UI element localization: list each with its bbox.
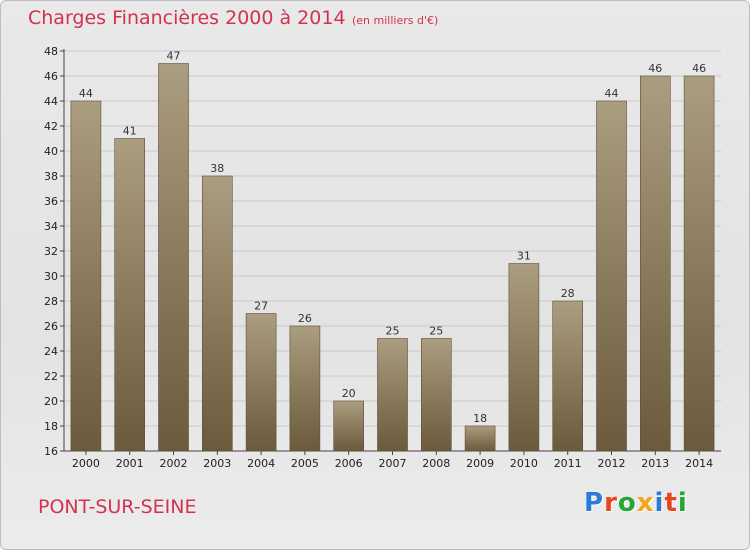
x-tick-label: 2003 — [203, 457, 231, 470]
y-tick-label: 16 — [44, 445, 58, 458]
value-label: 38 — [210, 162, 224, 175]
value-label: 25 — [429, 325, 443, 338]
value-label: 27 — [254, 300, 268, 313]
y-tick-label: 40 — [44, 145, 58, 158]
logo-letter: o — [617, 488, 637, 518]
y-tick-label: 42 — [44, 120, 58, 133]
y-tick-label: 44 — [44, 95, 58, 108]
logo-letter: P — [584, 488, 605, 518]
logo-letter: x — [636, 488, 655, 518]
logo-letter: i — [654, 488, 665, 518]
bar — [114, 138, 145, 452]
logo-letter: r — [604, 488, 618, 518]
y-tick-label: 26 — [44, 320, 58, 333]
value-label: 41 — [123, 125, 137, 138]
logo-letter: t — [664, 488, 678, 518]
chart-subtitle: (en milliers d'€) — [352, 14, 439, 27]
proxiti-logo[interactable]: Proxiti — [584, 488, 688, 518]
x-tick-label: 2011 — [554, 457, 582, 470]
value-label: 31 — [517, 250, 531, 263]
bar — [289, 325, 321, 452]
x-tick-label: 2013 — [641, 457, 669, 470]
value-label: 46 — [648, 62, 662, 75]
x-tick-label: 2000 — [72, 457, 100, 470]
bar — [596, 100, 627, 452]
x-tick-label: 2009 — [466, 457, 494, 470]
value-label: 28 — [561, 287, 575, 300]
y-tick-label: 24 — [44, 345, 58, 358]
value-label: 18 — [473, 412, 487, 425]
value-label: 44 — [79, 87, 93, 100]
bar — [420, 338, 452, 452]
y-tick-label: 38 — [44, 170, 58, 183]
bar — [464, 425, 496, 452]
value-label: 26 — [298, 312, 312, 325]
x-tick-label: 2006 — [335, 457, 363, 470]
value-label: 20 — [342, 387, 356, 400]
bar — [158, 63, 189, 452]
bar — [202, 175, 233, 452]
bar — [639, 75, 671, 452]
x-tick-label: 2007 — [379, 457, 407, 470]
y-tick-label: 34 — [44, 220, 58, 233]
x-tick-label: 2012 — [598, 457, 626, 470]
value-label: 46 — [692, 62, 706, 75]
bars — [70, 63, 715, 452]
value-label: 44 — [605, 87, 619, 100]
bar — [333, 400, 365, 452]
labels: 16 18 20 22 24 26 28 30 32 34 36 38 40 42 44 46 48 44 2000… — [44, 45, 713, 470]
bar — [245, 313, 277, 452]
y-tick-label: 48 — [44, 45, 58, 58]
x-tick-label: 2004 — [247, 457, 275, 470]
y-tick-label: 28 — [44, 295, 58, 308]
chart-title: Charges Financières 2000 à 2014 — [28, 7, 346, 29]
x-tick-label: 2014 — [685, 457, 713, 470]
y-tick-label: 18 — [44, 420, 58, 433]
y-tick-label: 32 — [44, 245, 58, 258]
bar — [377, 338, 408, 452]
y-tick-label: 36 — [44, 195, 58, 208]
logo-letter: i — [677, 488, 688, 518]
bar — [70, 100, 102, 452]
bar — [683, 75, 715, 452]
x-tick-label: 2008 — [422, 457, 450, 470]
y-tick-label: 20 — [44, 395, 58, 408]
commune-name: PONT-SUR-SEINE — [38, 496, 197, 518]
x-tick-label: 2001 — [116, 457, 144, 470]
x-tick-label: 2010 — [510, 457, 538, 470]
y-tick-label: 46 — [44, 70, 58, 83]
bar — [508, 263, 540, 452]
value-label: 25 — [386, 325, 400, 338]
y-tick-label: 30 — [44, 270, 58, 283]
value-label: 47 — [167, 50, 181, 63]
bar — [552, 300, 584, 452]
x-tick-label: 2005 — [291, 457, 319, 470]
y-tick-label: 22 — [44, 370, 58, 383]
x-tick-label: 2002 — [160, 457, 188, 470]
